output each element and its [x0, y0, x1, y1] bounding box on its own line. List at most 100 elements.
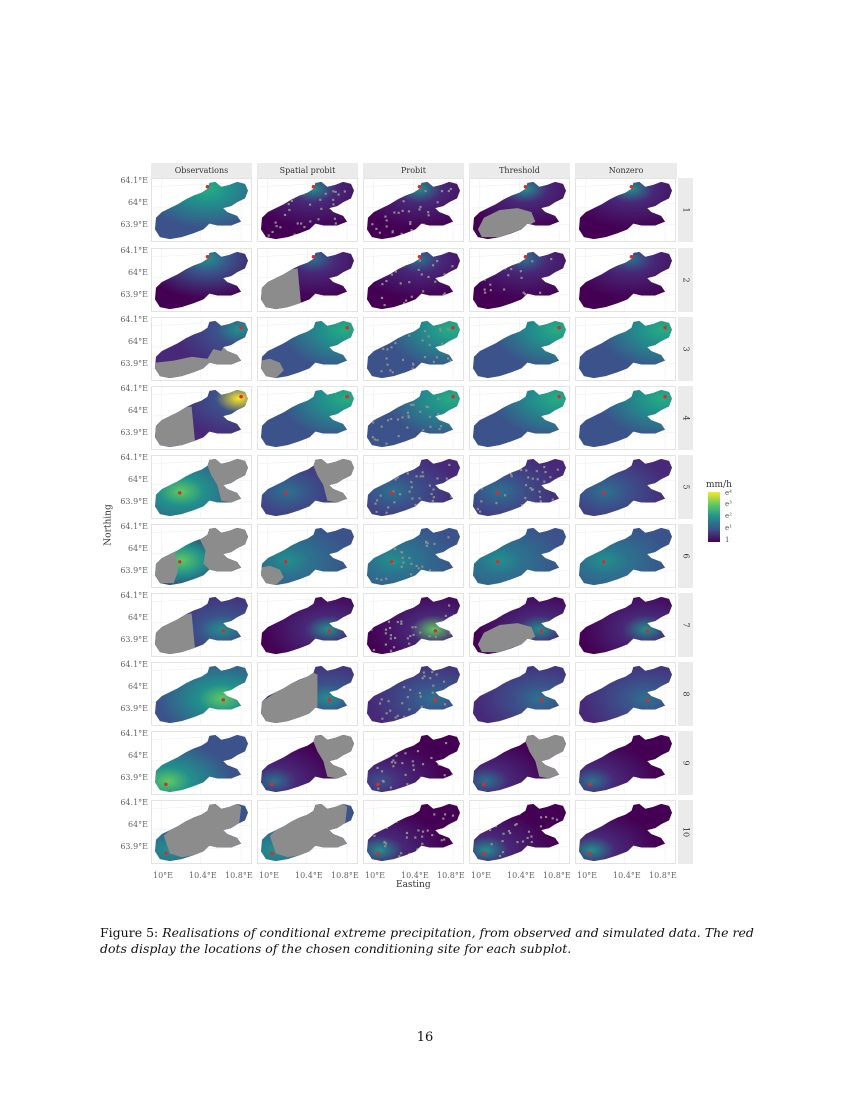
map-heatmap: [470, 732, 569, 794]
legend-label: e³: [725, 500, 732, 508]
y-tick-label: 64.1°E: [120, 246, 148, 255]
conditioning-site-dot: [177, 491, 182, 495]
panel-probit-row-2: [363, 248, 464, 312]
facet-strip-row-3: 3: [678, 317, 693, 381]
map-heatmap: [364, 525, 463, 587]
x-tick-label: 10.4°E: [189, 871, 217, 880]
conditioning-site-dot: [539, 629, 544, 633]
map-heatmap: [152, 179, 251, 241]
facet-strip-row-1: 1: [678, 178, 693, 242]
map-heatmap: [470, 179, 569, 241]
conditioning-site-dot: [433, 629, 438, 633]
map-heatmap: [576, 318, 675, 380]
x-tick-label: 10.8°E: [649, 871, 677, 880]
map-heatmap: [152, 594, 251, 656]
map-heatmap: [364, 249, 463, 311]
y-tick-label: 64°E: [127, 751, 148, 760]
facet-strip-row-6: 6: [678, 524, 693, 588]
panel-observations-row-4: [151, 386, 252, 450]
y-tick-label: 64.1°E: [120, 176, 148, 185]
x-tick-label: 10°E: [259, 871, 280, 880]
x-tick-label: 10°E: [471, 871, 492, 880]
map-heatmap: [258, 594, 357, 656]
map-heatmap: [258, 387, 357, 449]
y-tick-label: 63.9°E: [120, 842, 148, 851]
panel-probit-row-5: [363, 455, 464, 519]
map-heatmap: [576, 525, 675, 587]
x-tick-label: 10.8°E: [225, 871, 253, 880]
conditioning-site-dot: [523, 185, 528, 189]
conditioning-site-dot: [311, 185, 316, 189]
conditioning-site-dot: [495, 491, 500, 495]
panel-observations-row-10: [151, 800, 252, 864]
panel-nonzero-row-7: [575, 593, 676, 657]
conditioning-site-dot: [433, 698, 438, 702]
panel-spatial-probit-row-2: [257, 248, 358, 312]
map-heatmap: [258, 456, 357, 518]
map-heatmap: [152, 318, 251, 380]
y-tick-label: 63.9°E: [120, 290, 148, 299]
conditioning-site-dot: [205, 185, 210, 189]
map-heatmap: [364, 456, 463, 518]
x-tick-label: 10.4°E: [613, 871, 641, 880]
panel-nonzero-row-5: [575, 455, 676, 519]
conditioning-site-dot: [523, 255, 528, 259]
y-tick-label: 64.1°E: [120, 660, 148, 669]
y-tick-label: 64.1°E: [120, 453, 148, 462]
panel-observations-row-5: [151, 455, 252, 519]
map-heatmap: [576, 801, 675, 863]
facet-row-label: 9: [681, 760, 690, 766]
facet-strip-row-4: 4: [678, 386, 693, 450]
conditioning-site-dot: [283, 560, 288, 564]
map-heatmap: [470, 801, 569, 863]
y-tick-label: 64°E: [127, 544, 148, 553]
y-axis-title: Northing: [103, 504, 114, 546]
map-heatmap: [470, 456, 569, 518]
facet-strip-row-7: 7: [678, 593, 693, 657]
panel-threshold-row-3: [469, 317, 570, 381]
y-tick-label: 63.9°E: [120, 428, 148, 437]
map-heatmap: [152, 456, 251, 518]
panel-spatial-probit-row-3: [257, 317, 358, 381]
conditioning-site-dot: [557, 325, 561, 330]
panel-probit-row-7: [363, 593, 464, 657]
x-tick-label: 10°E: [577, 871, 598, 880]
map-heatmap: [258, 249, 357, 311]
panel-threshold-row-8: [469, 662, 570, 726]
facet-row-label: 5: [681, 484, 690, 490]
map-heatmap: [364, 594, 463, 656]
facet-strip-probit: Probit: [363, 163, 464, 178]
conditioning-site-dot: [389, 491, 394, 495]
panel-spatial-probit-row-6: [257, 524, 358, 588]
facet-strip-threshold: Threshold: [469, 163, 570, 178]
map-heatmap: [576, 594, 675, 656]
y-tick-label: 64°E: [127, 682, 148, 691]
facet-row-label: 10: [681, 826, 690, 838]
map-heatmap: [470, 663, 569, 725]
panel-nonzero-row-6: [575, 524, 676, 588]
panel-threshold-row-9: [469, 731, 570, 795]
y-tick-label: 63.9°E: [120, 635, 148, 644]
map-heatmap: [258, 179, 357, 241]
conditioning-site-dot: [345, 325, 349, 330]
legend-title: mm/h: [706, 480, 732, 490]
map-heatmap: [470, 318, 569, 380]
conditioning-site-dot: [376, 782, 380, 787]
panel-probit-row-3: [363, 317, 464, 381]
conditioning-site-dot: [389, 560, 394, 564]
facet-strip-row-5: 5: [678, 455, 693, 519]
x-tick-label: 10.4°E: [401, 871, 429, 880]
conditioning-site-dot: [482, 851, 486, 856]
caption-text: Realisations of conditional extreme prec…: [100, 925, 754, 956]
map-heatmap: [576, 249, 675, 311]
facet-row-label: 4: [681, 415, 690, 421]
panel-nonzero-row-1: [575, 178, 676, 242]
colorbar: [708, 492, 720, 542]
y-tick-label: 64°E: [127, 613, 148, 622]
panel-probit-row-10: [363, 800, 464, 864]
map-heatmap: [152, 732, 251, 794]
x-tick-label: 10°E: [365, 871, 386, 880]
map-heatmap: [152, 525, 251, 587]
conditioning-site-dot: [663, 325, 667, 330]
conditioning-site-dot: [588, 782, 592, 787]
